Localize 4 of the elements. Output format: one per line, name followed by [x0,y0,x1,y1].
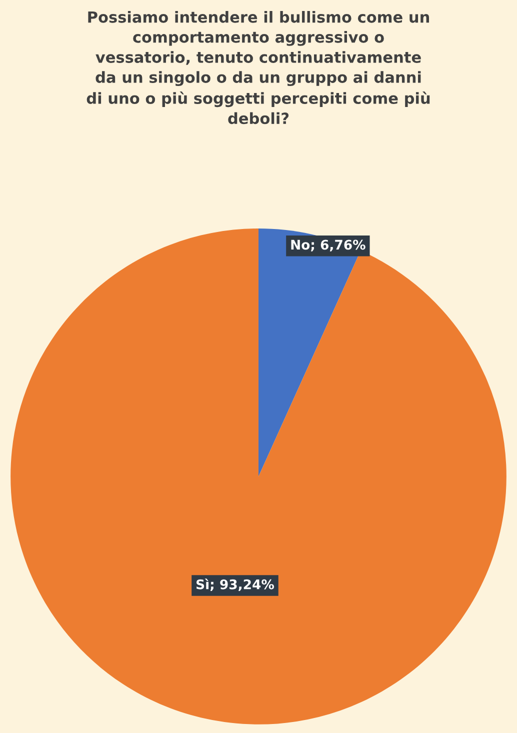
pie-slice [10,228,506,724]
slice-label: No; 6,76% [291,240,366,252]
chart-title: Possiamo intendere il bullismo come un comportamento aggressivo o vessatorio, tenuto continuativamente da un singolo o da un gruppo ai danni di uno o più soggetti percepiti come più deboli? [86,10,430,124]
slice-label: Sì; 93,24% [196,578,274,592]
